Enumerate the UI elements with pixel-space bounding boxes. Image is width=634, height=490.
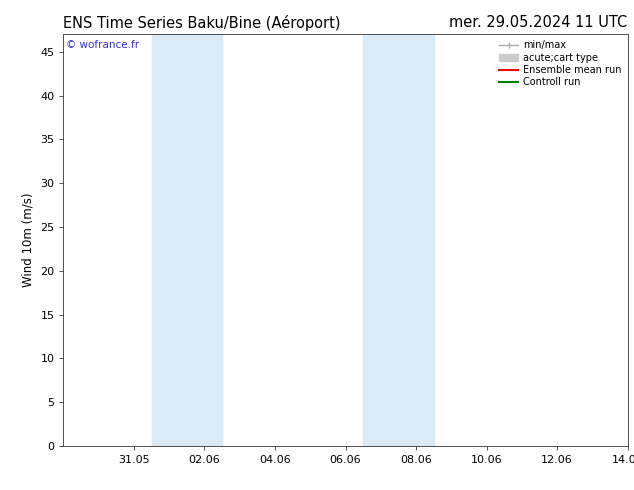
Text: © wofrance.fr: © wofrance.fr [66,41,139,50]
Y-axis label: Wind 10m (m/s): Wind 10m (m/s) [22,193,35,287]
Bar [152,34,222,446]
Text: ENS Time Series Baku/Bine (Aéroport): ENS Time Series Baku/Bine (Aéroport) [63,15,341,31]
Legend: min/max, acute;cart type, Ensemble mean run, Controll run: min/max, acute;cart type, Ensemble mean … [495,36,626,91]
Text: mer. 29.05.2024 11 UTC: mer. 29.05.2024 11 UTC [450,15,628,30]
Bar [363,34,434,446]
